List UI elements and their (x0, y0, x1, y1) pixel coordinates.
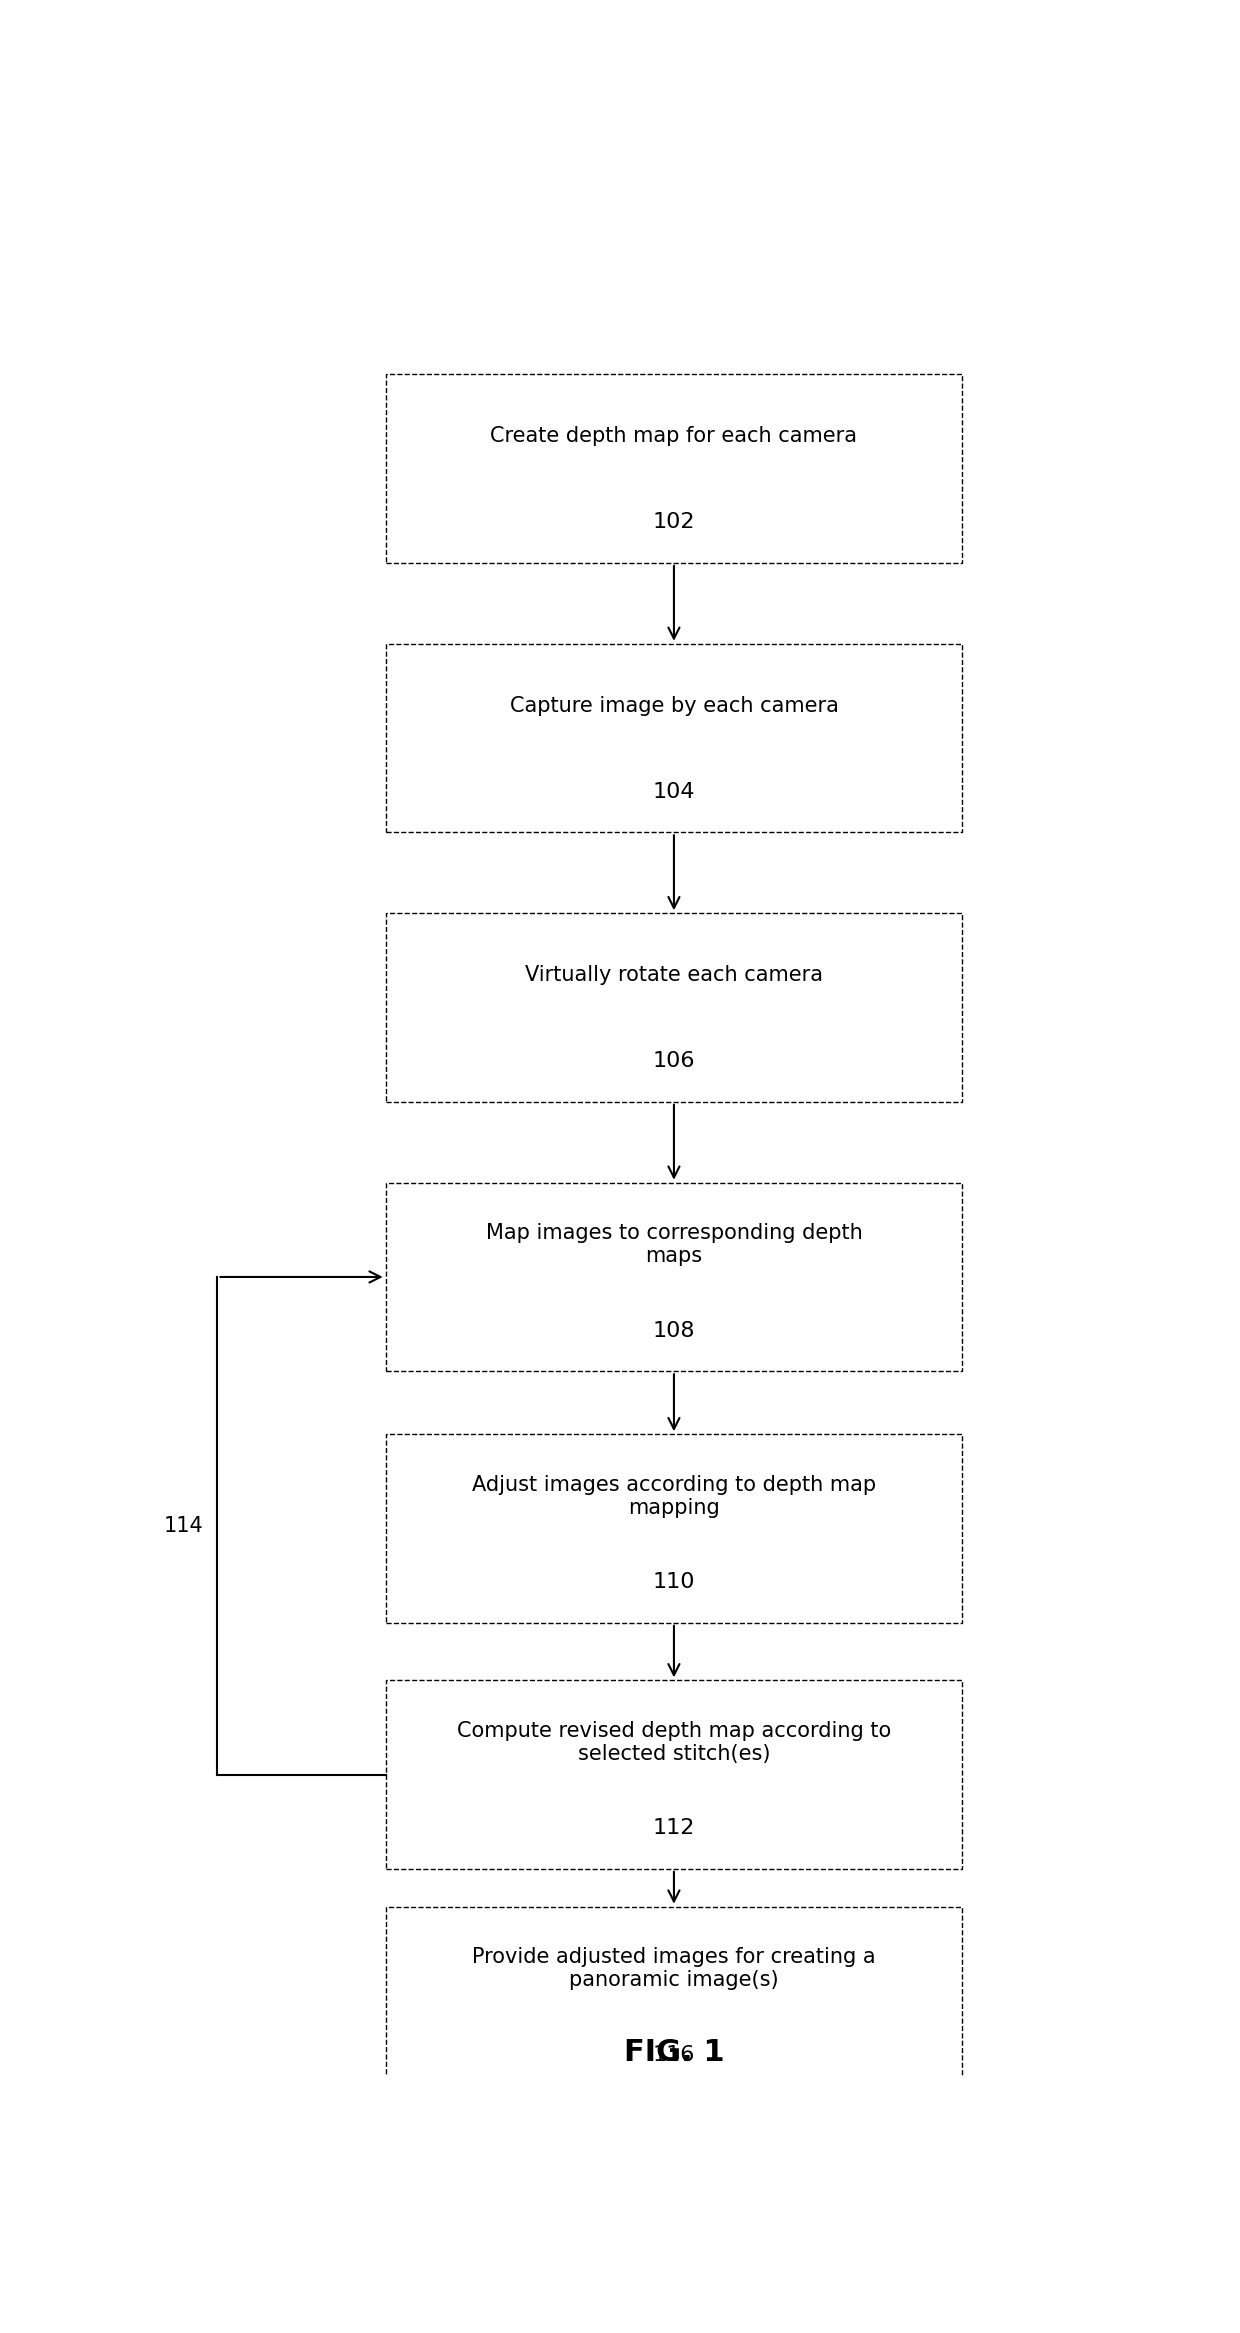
Text: 112: 112 (652, 1817, 696, 1838)
FancyBboxPatch shape (386, 1435, 962, 1624)
Text: 116: 116 (652, 2044, 696, 2065)
Text: Compute revised depth map according to
selected stitch(es): Compute revised depth map according to s… (456, 1722, 892, 1764)
Text: Map images to corresponding depth
maps: Map images to corresponding depth maps (486, 1222, 862, 1267)
Text: 106: 106 (652, 1052, 696, 1071)
Text: 114: 114 (164, 1516, 203, 1535)
FancyBboxPatch shape (386, 1906, 962, 2095)
FancyBboxPatch shape (386, 644, 962, 833)
FancyBboxPatch shape (386, 1680, 962, 1869)
Text: 110: 110 (652, 1572, 696, 1593)
FancyBboxPatch shape (386, 912, 962, 1101)
Text: Provide adjusted images for creating a
panoramic image(s): Provide adjusted images for creating a p… (472, 1948, 875, 1990)
Text: FIG. 1: FIG. 1 (624, 2039, 724, 2067)
Text: 104: 104 (652, 782, 696, 803)
Text: Virtually rotate each camera: Virtually rotate each camera (525, 966, 823, 985)
FancyBboxPatch shape (386, 1183, 962, 1372)
Text: Capture image by each camera: Capture image by each camera (510, 695, 838, 716)
Text: 108: 108 (652, 1320, 696, 1341)
FancyBboxPatch shape (386, 373, 962, 562)
Text: 102: 102 (652, 513, 696, 532)
Text: Adjust images according to depth map
mapping: Adjust images according to depth map map… (472, 1474, 875, 1519)
Text: Create depth map for each camera: Create depth map for each camera (491, 427, 857, 446)
